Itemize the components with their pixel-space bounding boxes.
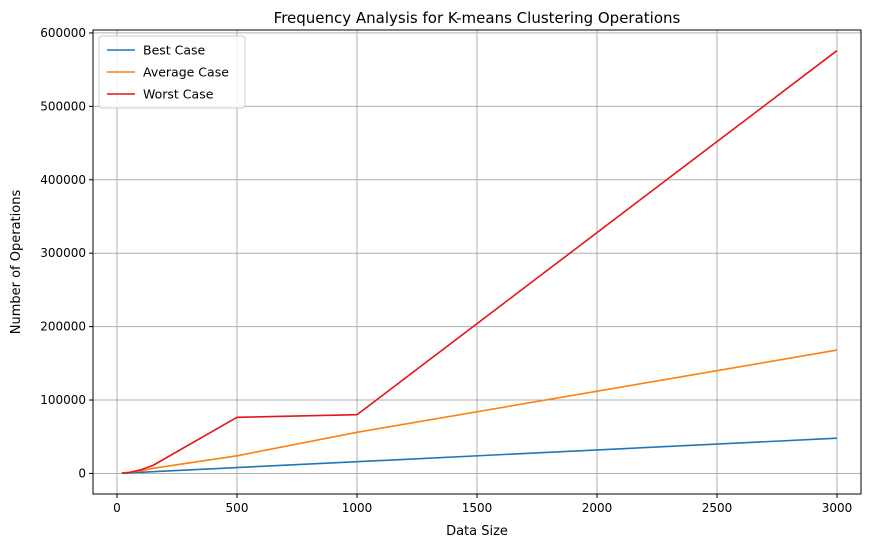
- x-axis-label: Data Size: [446, 524, 508, 539]
- series-line-average-case: [121, 349, 838, 474]
- series-lines: [121, 49, 838, 475]
- legend: Best Case Average Case Worst Case: [98, 35, 246, 109]
- y-tick-label: 600000: [40, 26, 86, 40]
- series-line-best-case: [121, 437, 838, 475]
- x-tick-label: 3000: [822, 501, 853, 515]
- x-tick-label: 1500: [462, 501, 493, 515]
- x-tick-label: 1000: [342, 501, 373, 515]
- x-axis: 0 500 1000 1500 2000 2500 3000: [113, 494, 852, 515]
- grid: [93, 30, 861, 494]
- legend-label: Average Case: [143, 65, 229, 80]
- y-tick-label: 200000: [40, 320, 86, 334]
- y-axis-label: Number of Operations: [9, 190, 24, 335]
- legend-label: Best Case: [143, 43, 206, 58]
- chart-title: Frequency Analysis for K-means Clusterin…: [274, 9, 681, 27]
- y-tick-label: 0: [78, 466, 86, 480]
- y-tick-label: 400000: [40, 173, 86, 187]
- y-tick-label: 500000: [40, 99, 86, 113]
- series-line-worst-case: [121, 49, 838, 474]
- x-tick-label: 2500: [702, 501, 733, 515]
- legend-label: Worst Case: [143, 87, 214, 102]
- legend-box: [98, 35, 246, 109]
- x-tick-label: 0: [113, 501, 121, 515]
- y-tick-label: 300000: [40, 246, 86, 260]
- y-tick-label: 100000: [40, 393, 86, 407]
- x-tick-label: 500: [226, 501, 249, 515]
- y-axis: 0 100000 200000 300000 400000 500000 600000: [40, 26, 93, 480]
- x-tick-label: 2000: [582, 501, 613, 515]
